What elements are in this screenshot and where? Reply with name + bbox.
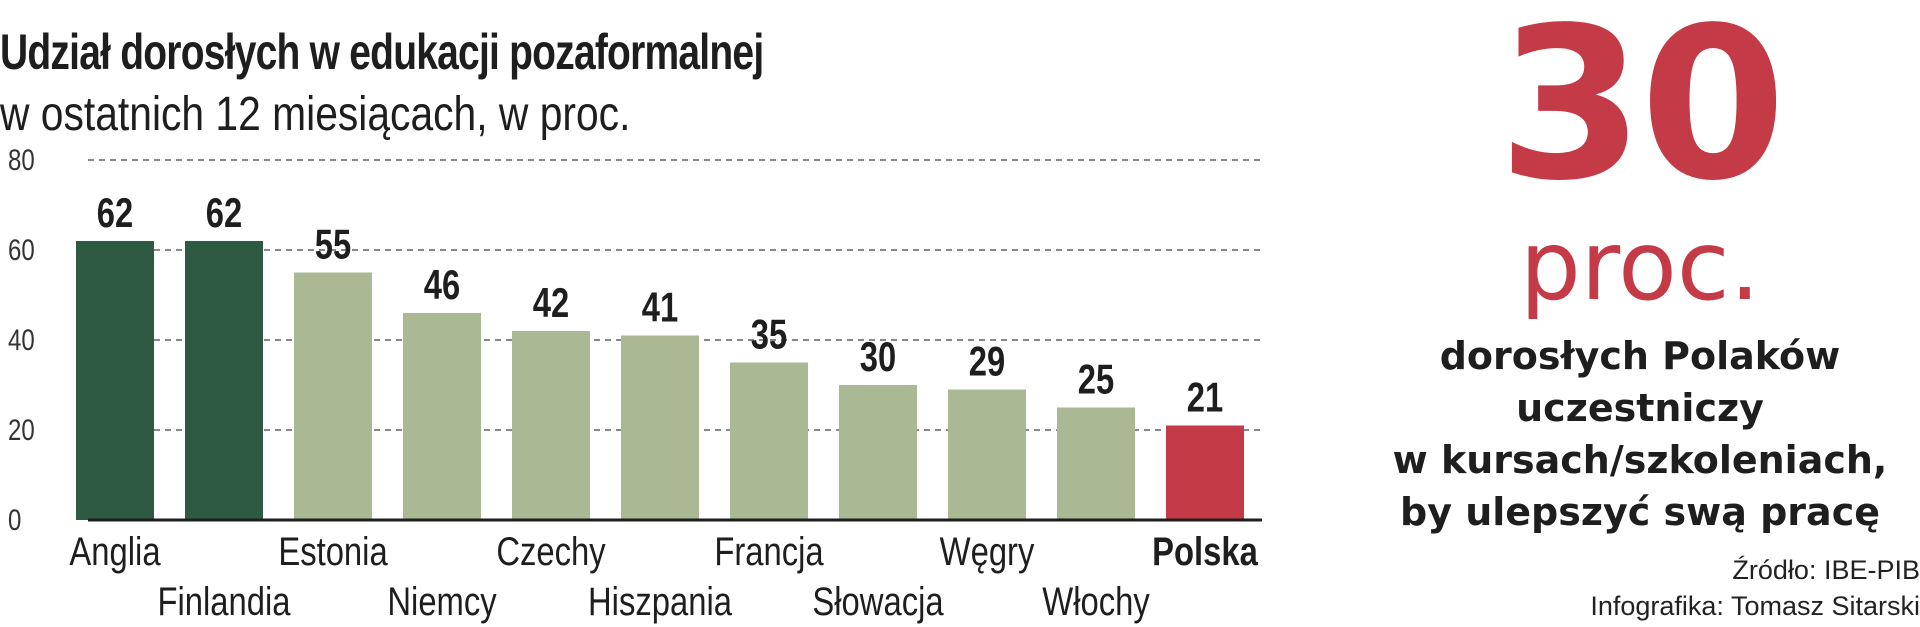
- x-tick-label: Włochy: [1042, 579, 1150, 624]
- data-label: 62: [97, 189, 133, 236]
- x-tick-label: Finlandia: [157, 579, 291, 624]
- data-label: 35: [751, 311, 787, 358]
- y-tick-label: 80: [8, 142, 35, 176]
- bar-chart: 0 20 40 60 80 62 Anglia 62 Finlandia 55 Estonia 46 N…: [8, 142, 1262, 624]
- source-note: Źródło: IBE-PIB Infografika: Tomasz Sita…: [1590, 552, 1920, 624]
- highlight-line: dorosłych Polaków: [1439, 334, 1841, 378]
- bar: [621, 335, 699, 520]
- data-label: 42: [533, 279, 569, 326]
- data-label: 29: [969, 338, 1005, 385]
- data-label: 55: [315, 221, 351, 268]
- bar: [403, 313, 481, 520]
- y-tick-label: 40: [8, 322, 35, 356]
- chart-subtitle: w ostatnich 12 miesiącach, w proc.: [0, 88, 631, 141]
- bar: [839, 385, 917, 520]
- highlight-description: dorosłych Polaków uczestniczy w kursach/…: [1380, 330, 1900, 538]
- bar: [76, 241, 154, 520]
- chart-title: Udział dorosłych w edukacji pozaformalne…: [0, 24, 764, 80]
- data-label: 46: [424, 261, 460, 308]
- bar: [294, 272, 372, 520]
- bar: [185, 241, 263, 520]
- bar: [948, 389, 1026, 520]
- x-tick-label: Anglia: [69, 529, 161, 574]
- x-tick-label: Czechy: [496, 529, 606, 574]
- data-label: 30: [860, 333, 896, 380]
- credit-text: Infografika: Tomasz Sitarski: [1590, 591, 1920, 621]
- x-tick-label: Estonia: [278, 529, 388, 574]
- x-tick-label: Hiszpania: [588, 579, 733, 624]
- bar: [1057, 407, 1135, 520]
- bar: [1166, 425, 1244, 520]
- x-tick-label: Węgry: [940, 529, 1035, 574]
- y-tick-label: 0: [8, 502, 21, 536]
- data-label: 41: [642, 284, 678, 331]
- x-tick-label: Francja: [714, 529, 824, 574]
- x-tick-label: Słowacja: [812, 579, 944, 624]
- highlight-line: by ulepszyć swą pracę: [1400, 490, 1880, 534]
- highlight-unit: proc.: [1519, 210, 1761, 322]
- data-label: 62: [206, 189, 242, 236]
- x-tick-label: Polska: [1152, 529, 1258, 574]
- bar: [730, 362, 808, 520]
- highlight-line: uczestniczy: [1516, 386, 1764, 430]
- data-label: 25: [1078, 356, 1114, 403]
- y-tick-label: 60: [8, 232, 35, 266]
- bar: [512, 331, 590, 520]
- source-text: Źródło: IBE-PIB: [1732, 555, 1920, 585]
- data-label: 21: [1187, 374, 1223, 421]
- x-tick-label: Niemcy: [387, 579, 497, 624]
- highlight-line: w kursach/szkoleniach,: [1392, 438, 1888, 482]
- y-tick-label: 20: [8, 412, 35, 446]
- highlight-number: 30: [1497, 0, 1786, 227]
